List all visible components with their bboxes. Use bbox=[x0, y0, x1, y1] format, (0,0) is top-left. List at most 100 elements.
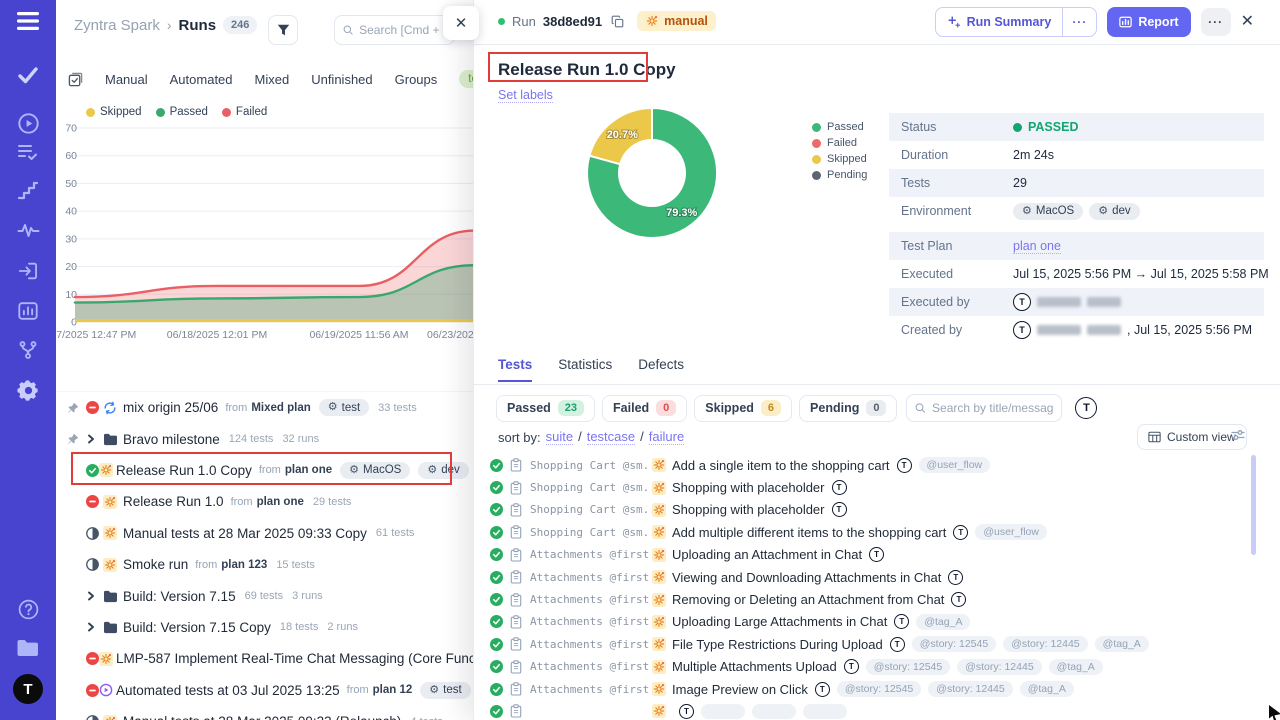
run-row[interactable]: LMP-587 Implement Real-Time Chat Messagi… bbox=[56, 643, 473, 674]
runs-tab-groups[interactable]: Groups bbox=[395, 72, 438, 87]
activity-icon[interactable] bbox=[0, 221, 56, 239]
run-title: Release Run 1.0 bbox=[123, 494, 224, 509]
test-suite: Attachments @first bbox=[530, 548, 652, 561]
test-title[interactable]: Viewing and Downloading Attachments in C… bbox=[672, 570, 941, 585]
batch-edit-icon[interactable] bbox=[68, 72, 83, 87]
run-summary-button[interactable]: Run Summary bbox=[936, 8, 1063, 36]
user-avatar[interactable]: T bbox=[0, 674, 56, 704]
test-row[interactable]: T bbox=[474, 700, 1280, 720]
test-row[interactable]: Attachments @first Uploading an Attachmen… bbox=[474, 544, 1280, 566]
test-title[interactable]: File Type Restrictions During Upload bbox=[672, 637, 883, 652]
tab-tests[interactable]: Tests bbox=[498, 357, 532, 382]
test-title[interactable]: Uploading Large Attachments in Chat bbox=[672, 614, 887, 629]
branch-icon[interactable] bbox=[0, 339, 56, 361]
donut-legend: PassedFailedSkippedPending bbox=[812, 121, 867, 181]
report-button[interactable]: Report bbox=[1107, 7, 1190, 37]
breadcrumb-section[interactable]: Runs bbox=[179, 17, 217, 34]
info-label: Status bbox=[901, 120, 1013, 134]
run-row[interactable]: Manual tests at 28 Mar 2025 09:33 Copy61… bbox=[56, 518, 473, 549]
tests-search-input[interactable] bbox=[932, 401, 1053, 415]
test-row[interactable]: Shopping Cart @sm...Shopping with placeh… bbox=[474, 476, 1280, 498]
run-kind-manual-icon bbox=[103, 558, 120, 572]
test-title[interactable]: Add multiple different items to the shop… bbox=[672, 525, 946, 540]
sort-by-suite[interactable]: suite bbox=[546, 429, 573, 445]
help-icon[interactable] bbox=[0, 598, 56, 621]
run-row[interactable]: Smoke runfromplan 12315 tests bbox=[56, 549, 473, 580]
check-icon[interactable] bbox=[0, 64, 56, 86]
copy-icon[interactable] bbox=[611, 15, 624, 28]
play-circle-icon[interactable] bbox=[0, 112, 56, 135]
runs-search[interactable] bbox=[334, 15, 455, 45]
test-title[interactable]: Shopping with placeholder bbox=[672, 502, 825, 517]
more-actions-button[interactable]: ··· bbox=[1201, 8, 1231, 36]
filter-pending[interactable]: Pending0 bbox=[799, 395, 897, 422]
run-row[interactable]: Release Run 1.0 Copyfromplan one⚙MacOS⚙d… bbox=[56, 455, 473, 486]
run-plan-link[interactable]: plan one bbox=[257, 496, 304, 508]
runs-tab-mixed[interactable]: Mixed bbox=[255, 72, 290, 87]
test-row[interactable]: Attachments @firstRemoving or Deleting a… bbox=[474, 588, 1280, 610]
breadcrumb-project[interactable]: Zyntra Spark bbox=[74, 17, 160, 34]
panel-close-button[interactable]: ✕ bbox=[443, 6, 479, 40]
runs-tab-manual[interactable]: Manual bbox=[105, 72, 148, 87]
testcase-icon bbox=[510, 615, 522, 629]
set-labels-link[interactable]: Set labels bbox=[498, 88, 553, 103]
assignee-filter-avatar[interactable]: T bbox=[1075, 397, 1097, 419]
sort-by-failure[interactable]: failure bbox=[649, 429, 684, 445]
scrollbar-thumb[interactable] bbox=[1251, 455, 1256, 555]
filter-failed[interactable]: Failed0 bbox=[602, 395, 687, 422]
env-filter-badge[interactable]: test bbox=[459, 70, 473, 88]
test-title[interactable]: Uploading an Attachment in Chat bbox=[672, 547, 862, 562]
test-title[interactable]: Shopping with placeholder bbox=[672, 480, 825, 495]
menu-icon[interactable] bbox=[0, 12, 56, 30]
list-check-icon[interactable] bbox=[0, 142, 56, 162]
steps-icon[interactable] bbox=[0, 181, 56, 201]
run-plan-link[interactable]: Mixed plan bbox=[251, 402, 310, 414]
runs-tab-unfinished[interactable]: Unfinished bbox=[311, 72, 372, 87]
test-row[interactable]: Attachments @firstMultiple Attachments U… bbox=[474, 656, 1280, 678]
test-title[interactable]: Multiple Attachments Upload bbox=[672, 659, 837, 674]
tests-search[interactable] bbox=[906, 394, 1062, 422]
run-summary-more-button[interactable]: ··· bbox=[1062, 8, 1096, 36]
tab-defects[interactable]: Defects bbox=[638, 357, 684, 382]
test-row[interactable]: Shopping Cart @sm...Add multiple differe… bbox=[474, 521, 1280, 543]
sign-in-icon[interactable] bbox=[0, 260, 56, 282]
test-row[interactable]: Attachments @firstViewing and Downloadin… bbox=[474, 566, 1280, 588]
test-row[interactable]: Shopping Cart @sm...Add a single item to… bbox=[474, 454, 1280, 476]
svg-text:06/23/202: 06/23/202 bbox=[427, 329, 473, 341]
settings-gear-icon[interactable] bbox=[0, 379, 56, 402]
folder-icon[interactable] bbox=[0, 638, 56, 658]
filter-button[interactable] bbox=[268, 15, 298, 45]
runs-tab-automated[interactable]: Automated bbox=[170, 72, 233, 87]
run-row[interactable]: mix origin 25/06fromMixed plan⚙test33 te… bbox=[56, 392, 473, 423]
sort-by-testcase[interactable]: testcase bbox=[587, 429, 635, 445]
test-row[interactable]: Attachments @firstUploading Large Attach… bbox=[474, 611, 1280, 633]
run-group-row[interactable]: Build: Version 7.15 Copy18 tests2 runs bbox=[56, 612, 473, 643]
test-title[interactable]: Add a single item to the shopping cart bbox=[672, 458, 890, 473]
test-row[interactable]: Attachments @firstImage Preview on Click… bbox=[474, 678, 1280, 700]
run-group-row[interactable]: Bravo milestone124 tests32 runs bbox=[56, 423, 473, 454]
test-plan-link[interactable]: plan one bbox=[1013, 239, 1061, 254]
bar-chart-icon[interactable] bbox=[0, 300, 56, 322]
view-settings-icon[interactable] bbox=[1231, 429, 1245, 441]
filter-skipped[interactable]: Skipped6 bbox=[694, 395, 792, 422]
tab-statistics[interactable]: Statistics bbox=[558, 357, 612, 382]
test-title[interactable]: Image Preview on Click bbox=[672, 682, 808, 697]
run-row[interactable]: Automated tests at 03 Jul 2025 13:25from… bbox=[56, 675, 473, 706]
svg-text:79.3%: 79.3% bbox=[666, 207, 697, 219]
filter-passed[interactable]: Passed23 bbox=[496, 395, 595, 422]
test-title[interactable]: Removing or Deleting an Attachment from … bbox=[672, 592, 944, 607]
run-plan-link[interactable]: plan 12 bbox=[373, 684, 413, 696]
chevron-right-icon[interactable] bbox=[86, 434, 103, 444]
run-row[interactable]: Release Run 1.0fromplan one29 tests bbox=[56, 486, 473, 517]
test-row[interactable]: Attachments @firstFile Type Restrictions… bbox=[474, 633, 1280, 655]
manual-sparkle-icon bbox=[652, 525, 666, 539]
run-row[interactable]: Manual tests at 28 Mar 2025 09:33 (Relau… bbox=[56, 706, 473, 720]
chevron-right-icon[interactable] bbox=[86, 591, 103, 601]
run-group-row[interactable]: Build: Version 7.1569 tests3 runs bbox=[56, 580, 473, 611]
drawer-close-icon[interactable]: ✕ bbox=[1241, 14, 1254, 30]
test-row[interactable]: Shopping Cart @sm...Shopping with placeh… bbox=[474, 499, 1280, 521]
runs-search-input[interactable] bbox=[359, 23, 446, 37]
chevron-right-icon[interactable] bbox=[86, 622, 103, 632]
run-plan-link[interactable]: plan 123 bbox=[221, 559, 267, 571]
run-plan-link[interactable]: plan one bbox=[285, 464, 332, 476]
